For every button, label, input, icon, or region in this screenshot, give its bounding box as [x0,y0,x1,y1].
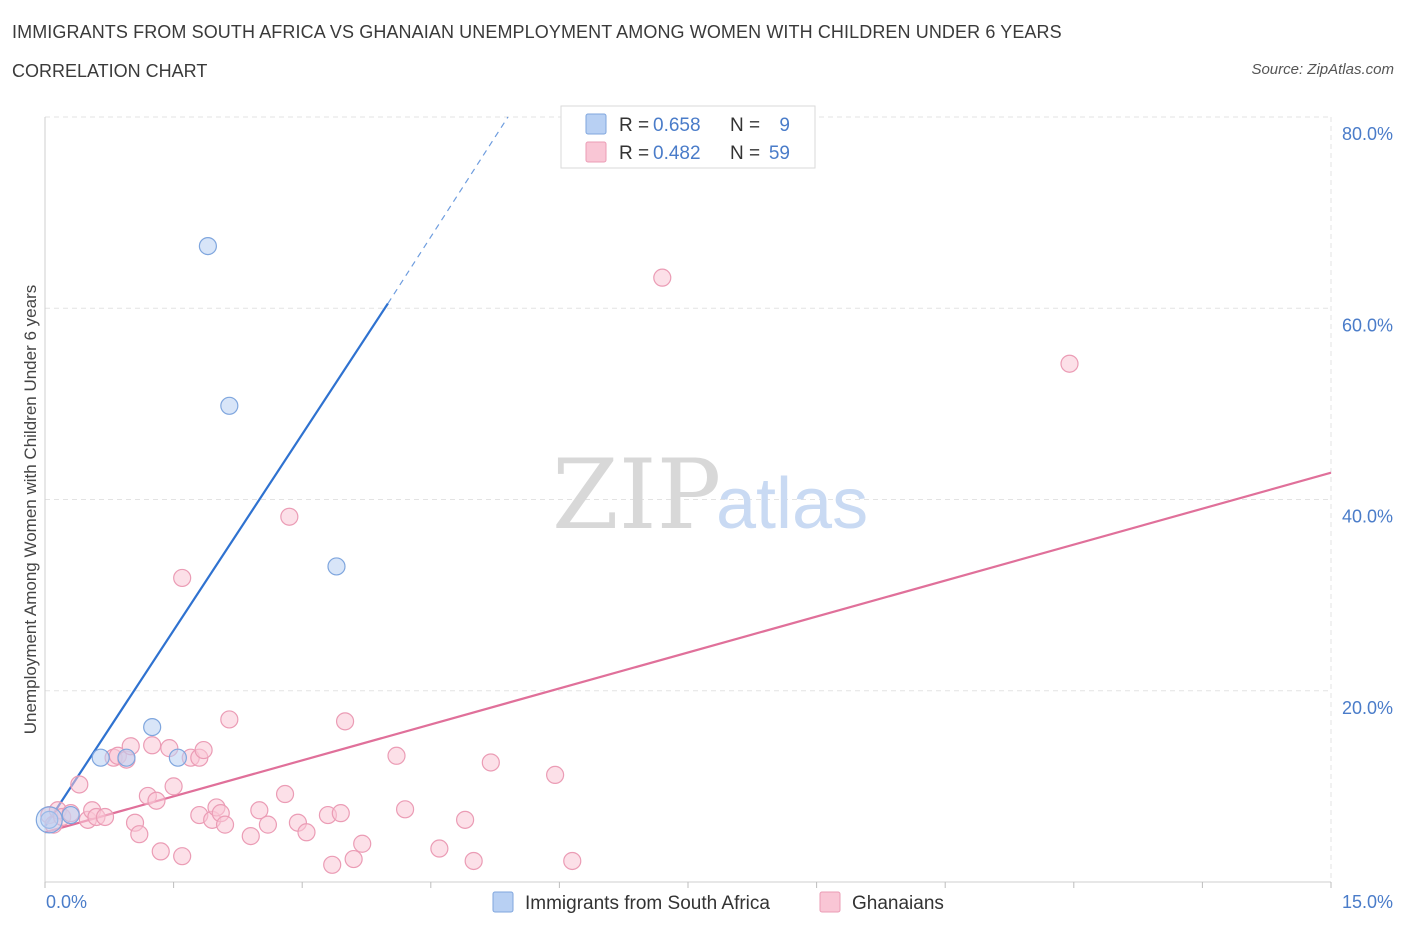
axes [44,117,1332,888]
trend-line-ghanaians [44,471,1332,834]
trend-lines [44,116,1332,834]
stats-n-label-1: N = [730,115,760,136]
x-tick-label-1: 15.0% [1342,892,1393,912]
stats-swatch-pink [585,141,607,163]
y-tick-label-0: 20.0% [1342,698,1393,718]
point-ghanaian-43 [335,712,355,731]
stats-n-value-1: 9 [779,115,790,136]
legend-label-ghanaians: Ghanaians [852,893,944,914]
x-tick-labels: 0.0% 15.0% [46,892,1393,912]
stats-r-value-1: 0.658 [653,115,701,136]
point-ghanaian-15 [130,825,149,844]
chart-title: IMMIGRANTS FROM SOUTH AFRICA VS GHANAIAN… [12,22,1062,42]
point-ghanaian-22 [173,847,192,866]
y-tick-label-3: 80.0% [1342,124,1393,144]
point-ghanaian-31 [215,815,235,834]
point-ghanaian-17 [143,736,162,755]
point-ghanaian-27 [194,740,213,760]
point-ghanaian-48 [430,839,449,858]
point-ghanaian-9 [95,807,115,827]
point-ghanaian-35 [258,815,278,834]
point-ghanaian-21 [164,777,183,796]
point-ghanaian-23 [173,568,192,588]
point-south-africa-6 [198,236,217,256]
point-ghanaian-18 [147,791,166,810]
trend-line-south-africa-extension [387,116,509,304]
point-south-africa-2 [91,748,110,767]
y-tick-label-1: 40.0% [1342,507,1393,527]
point-south-africa-cluster [35,806,63,834]
legend-label-south-africa: Immigrants from South Africa [525,893,770,914]
point-ghanaian-39 [297,823,316,842]
point-ghanaian-51 [481,753,500,772]
point-south-africa-7 [220,396,239,415]
point-ghanaian-42 [331,804,350,823]
y-axis-label: Unemployment Among Women with Children U… [21,285,40,734]
point-ghanaian-44 [344,849,363,869]
legend-swatch-ghanaians [819,891,841,913]
source-credit: Source: ZipAtlas.com [1251,61,1394,78]
trend-line-south-africa [44,302,389,828]
series-legend: Immigrants from South Africa Ghanaians [492,891,944,914]
point-ghanaian-50 [464,851,483,871]
point-ghanaian-53 [563,851,582,871]
stats-n-label-2: N = [730,143,760,164]
point-south-africa-0 [40,810,59,829]
point-ghanaian-5 [70,775,89,794]
point-ghanaian-52 [546,765,565,785]
watermark: ZIP atlas [552,439,868,551]
point-ghanaian-54 [653,268,672,287]
point-ghanaian-32 [220,710,239,729]
chart-subtitle: CORRELATION CHART [12,61,208,81]
point-ghanaian-45 [353,834,372,853]
stats-swatch-blue [585,113,607,135]
point-ghanaian-34 [250,801,269,820]
point-south-africa-3 [117,748,136,767]
stats-n-value-2: 59 [769,143,790,164]
point-south-africa-5 [168,748,187,767]
legend-swatch-south-africa [492,891,514,913]
point-ghanaian-33 [241,826,260,846]
stats-r-value-2: 0.482 [653,143,701,164]
point-ghanaian-46 [387,746,406,765]
point-south-africa-8 [327,557,346,576]
point-south-africa-1 [61,805,80,825]
stats-legend: R = 0.658 N = 9 R = 0.482 N = 59 [560,105,816,169]
y-tick-labels: 20.0% 40.0% 60.0% 80.0% [1342,124,1393,718]
point-ghanaian-49 [455,810,475,829]
point-south-africa-4 [143,717,162,737]
x-tick-label-0: 0.0% [46,892,87,912]
stats-r-label-1: R = [619,115,649,136]
point-ghanaian-19 [151,842,170,861]
watermark-zip: ZIP [552,439,721,551]
point-ghanaian-36 [275,784,295,804]
point-ghanaian-37 [280,507,299,526]
data-points [35,236,1079,874]
stats-r-label-2: R = [619,143,649,164]
y-tick-label-2: 60.0% [1342,315,1393,335]
point-ghanaian-41 [323,855,342,874]
watermark-atlas: atlas [716,464,868,544]
point-ghanaian-47 [395,800,415,819]
point-ghanaian-55 [1060,354,1079,373]
